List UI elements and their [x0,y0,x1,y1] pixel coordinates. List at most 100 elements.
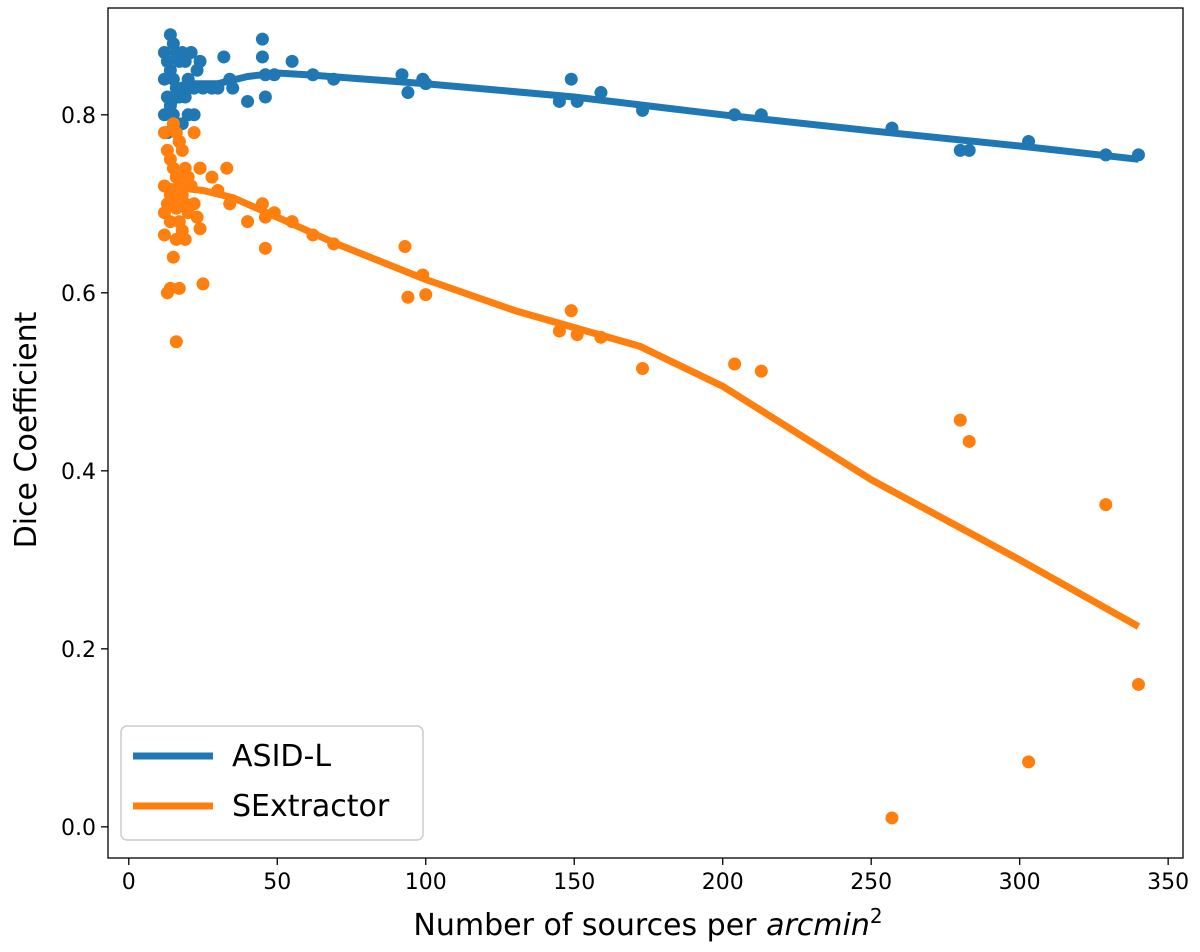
point-sextractor [398,240,412,254]
x-tick-label: 200 [702,870,744,895]
x-tick-label: 350 [1147,870,1189,895]
y-tick-label: 0.0 [61,816,96,841]
legend: ASID-L SExtractor [120,725,424,841]
point-sextractor [241,215,255,229]
point-asid-l [285,54,299,68]
point-sextractor [190,210,204,224]
point-asid-l [636,103,650,117]
point-asid-l [178,90,192,104]
point-sextractor [885,811,899,825]
point-asid-l [1022,135,1036,149]
point-sextractor [267,206,281,220]
point-sextractor [220,161,234,175]
plot-frame [107,7,1184,859]
point-asid-l [570,94,584,108]
point-asid-l [267,68,281,82]
point-sextractor [636,361,650,375]
point-asid-l [184,46,198,60]
x-axis-label-superscript: 2 [870,904,883,928]
x-axis-label-prefix: Number of sources per [413,908,766,943]
point-sextractor [552,324,566,338]
point-sextractor [163,281,177,295]
point-asid-l [885,121,899,135]
point-sextractor [416,268,430,282]
point-asid-l [395,68,409,82]
point-sextractor [187,197,201,211]
x-tick-label: 150 [553,870,595,895]
point-sextractor [258,241,272,255]
point-sextractor [285,215,299,229]
point-sextractor [178,232,192,246]
point-sextractor [223,197,237,211]
point-asid-l [1099,148,1113,162]
point-asid-l [193,54,207,68]
point-sextractor [754,364,768,378]
point-sextractor [401,290,415,304]
point-sextractor [728,357,742,371]
y-tick-label: 0.6 [61,282,96,307]
point-asid-l [327,72,341,86]
point-asid-l [258,90,272,104]
point-sextractor [570,328,584,342]
point-sextractor [175,143,189,157]
point-sextractor [205,170,219,184]
point-asid-l [401,86,415,100]
y-tick-label: 0.8 [61,104,96,129]
point-sextractor [564,304,578,318]
point-asid-l [419,77,433,91]
point-asid-l [552,94,566,108]
x-axis-label: Number of sources per arcmin2 [413,904,882,943]
point-asid-l [211,81,225,95]
point-sextractor [255,197,269,211]
point-sextractor [166,250,180,264]
point-sextractor [187,126,201,140]
y-tick-label: 0.2 [61,638,96,663]
legend-label-asid-l: ASID-L [232,739,331,774]
point-asid-l [1131,148,1145,162]
point-sextractor [1022,755,1036,769]
point-sextractor [211,183,225,197]
data-points [157,28,1145,825]
point-asid-l [187,81,201,95]
point-sextractor [163,215,177,229]
point-sextractor [953,413,967,427]
x-tick-label: 50 [263,870,291,895]
point-asid-l [564,72,578,86]
point-sextractor [193,222,207,236]
point-asid-l [258,68,272,82]
point-sextractor [594,330,608,344]
x-tick-label: 0 [122,870,136,895]
point-sextractor [962,434,976,448]
point-sextractor [157,228,171,242]
y-tick-label: 0.4 [61,460,96,485]
point-sextractor [184,179,198,193]
legend-label-sextractor: SExtractor [232,789,390,824]
point-asid-l [217,50,231,64]
point-sextractor [172,281,186,295]
point-asid-l [196,81,210,95]
x-tick-label: 100 [405,870,447,895]
point-asid-l [962,143,976,157]
point-asid-l [594,86,608,100]
point-asid-l [226,81,240,95]
point-asid-l [241,94,255,108]
point-asid-l [754,108,768,122]
x-tick-label: 250 [850,870,892,895]
point-asid-l [953,143,967,157]
x-axis-label-italic: arcmin [766,908,870,943]
point-sextractor [196,277,210,291]
point-asid-l [255,50,269,64]
point-sextractor [306,228,320,242]
y-axis-label: Dice Coefficient [9,311,44,548]
point-asid-l [255,32,269,46]
point-sextractor [169,335,183,349]
axis-ticks: 0 50 100 150 200 250 300 350 0.0 0.2 0.4 0.6 0.8 [61,104,1189,895]
point-sextractor [1099,498,1113,512]
point-sextractor [157,126,171,140]
point-asid-l [728,108,742,122]
point-sextractor [1131,677,1145,691]
point-sextractor [419,288,433,302]
point-asid-l [187,108,201,122]
x-tick-label: 300 [999,870,1041,895]
